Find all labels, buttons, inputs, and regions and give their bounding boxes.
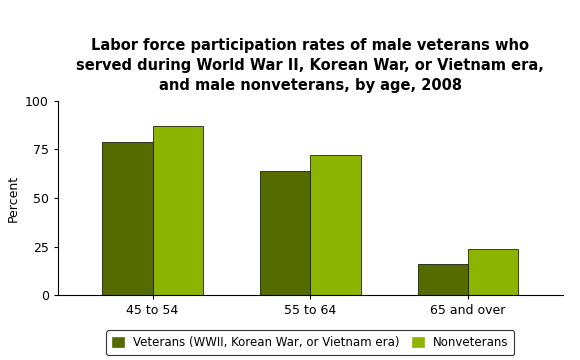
Bar — [102, 141, 153, 295]
Legend: Veterans (WWII, Korean War, or Vietnam era), Nonveterans: Veterans (WWII, Korean War, or Vietnam e… — [106, 330, 514, 355]
Bar — [310, 155, 361, 295]
Bar — [418, 264, 468, 295]
Bar — [153, 126, 203, 295]
Bar — [468, 248, 519, 295]
Title: Labor force participation rates of male veterans who
served during World War II,: Labor force participation rates of male … — [77, 38, 544, 93]
Bar — [260, 171, 310, 295]
Y-axis label: Percent: Percent — [6, 175, 20, 221]
